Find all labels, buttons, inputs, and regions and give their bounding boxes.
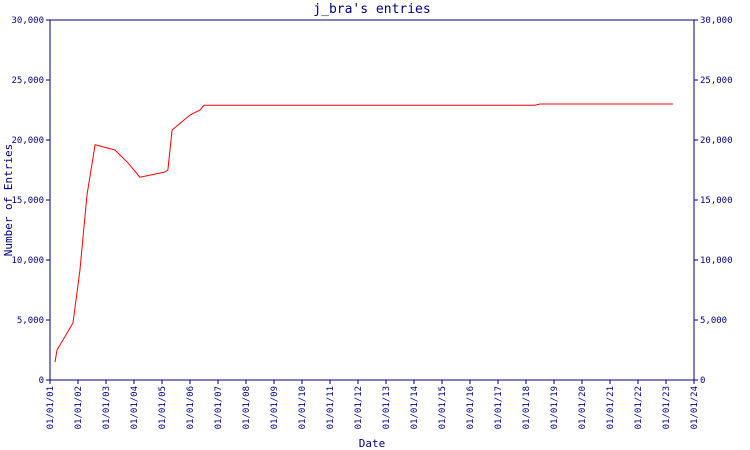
- x-tick-label: 01/01/04: [130, 386, 140, 429]
- x-tick-label: 01/01/05: [158, 386, 168, 429]
- y-tick-label: 25,000: [11, 76, 44, 86]
- y-tick-label: 15,000: [11, 196, 44, 206]
- y2-tick-label: 25,000: [700, 76, 733, 86]
- x-tick-label: 01/01/12: [354, 386, 364, 429]
- y-tick-label: 20,000: [11, 136, 44, 146]
- y2-tick-label: 10,000: [700, 256, 733, 266]
- x-tick-label: 01/01/22: [634, 386, 644, 429]
- y-tick-label: 0: [39, 376, 44, 386]
- x-tick-label: 01/01/24: [690, 386, 700, 429]
- data-line: [54, 103, 673, 363]
- x-tick-label: 01/01/19: [550, 386, 560, 429]
- x-tick-label: 01/01/02: [74, 386, 84, 429]
- y-axis-label: Number of Entries: [2, 144, 15, 257]
- x-tick-label: 01/01/06: [186, 386, 196, 429]
- x-tick-label: 01/01/21: [606, 386, 616, 429]
- x-tick-label: 01/01/11: [326, 386, 336, 429]
- y-tick-label: 30,000: [11, 16, 44, 26]
- y2-tick-label: 0: [700, 376, 705, 386]
- chart-title: j_bra's entries: [313, 2, 430, 17]
- x-axis-label: Date: [359, 437, 386, 450]
- x-tick-label: 01/01/23: [662, 386, 672, 429]
- x-tick-label: 01/01/14: [410, 386, 420, 429]
- y2-tick-label: 30,000: [700, 16, 733, 26]
- x-tick-label: 01/01/08: [242, 386, 252, 429]
- y-tick-label: 10,000: [11, 256, 44, 266]
- x-tick-label: 01/01/07: [214, 386, 224, 429]
- x-tick-label: 01/01/17: [494, 386, 504, 429]
- x-tick-label: 01/01/16: [466, 386, 476, 429]
- x-tick-label: 01/01/18: [522, 386, 532, 429]
- x-tick-label: 01/01/03: [102, 386, 112, 429]
- y2-tick-label: 5,000: [700, 316, 727, 326]
- x-tick-label: 01/01/20: [578, 386, 588, 429]
- y2-tick-label: 20,000: [700, 136, 733, 146]
- x-tick-label: 01/01/09: [270, 386, 280, 429]
- x-tick-label: 01/01/01: [46, 386, 56, 429]
- x-tick-label: 01/01/10: [298, 386, 308, 429]
- x-tick-label: 01/01/15: [438, 386, 448, 429]
- y-tick-label: 5,000: [17, 316, 44, 326]
- x-tick-label: 01/01/13: [382, 386, 392, 429]
- y2-tick-label: 15,000: [700, 196, 733, 206]
- plot-frame: [49, 19, 695, 381]
